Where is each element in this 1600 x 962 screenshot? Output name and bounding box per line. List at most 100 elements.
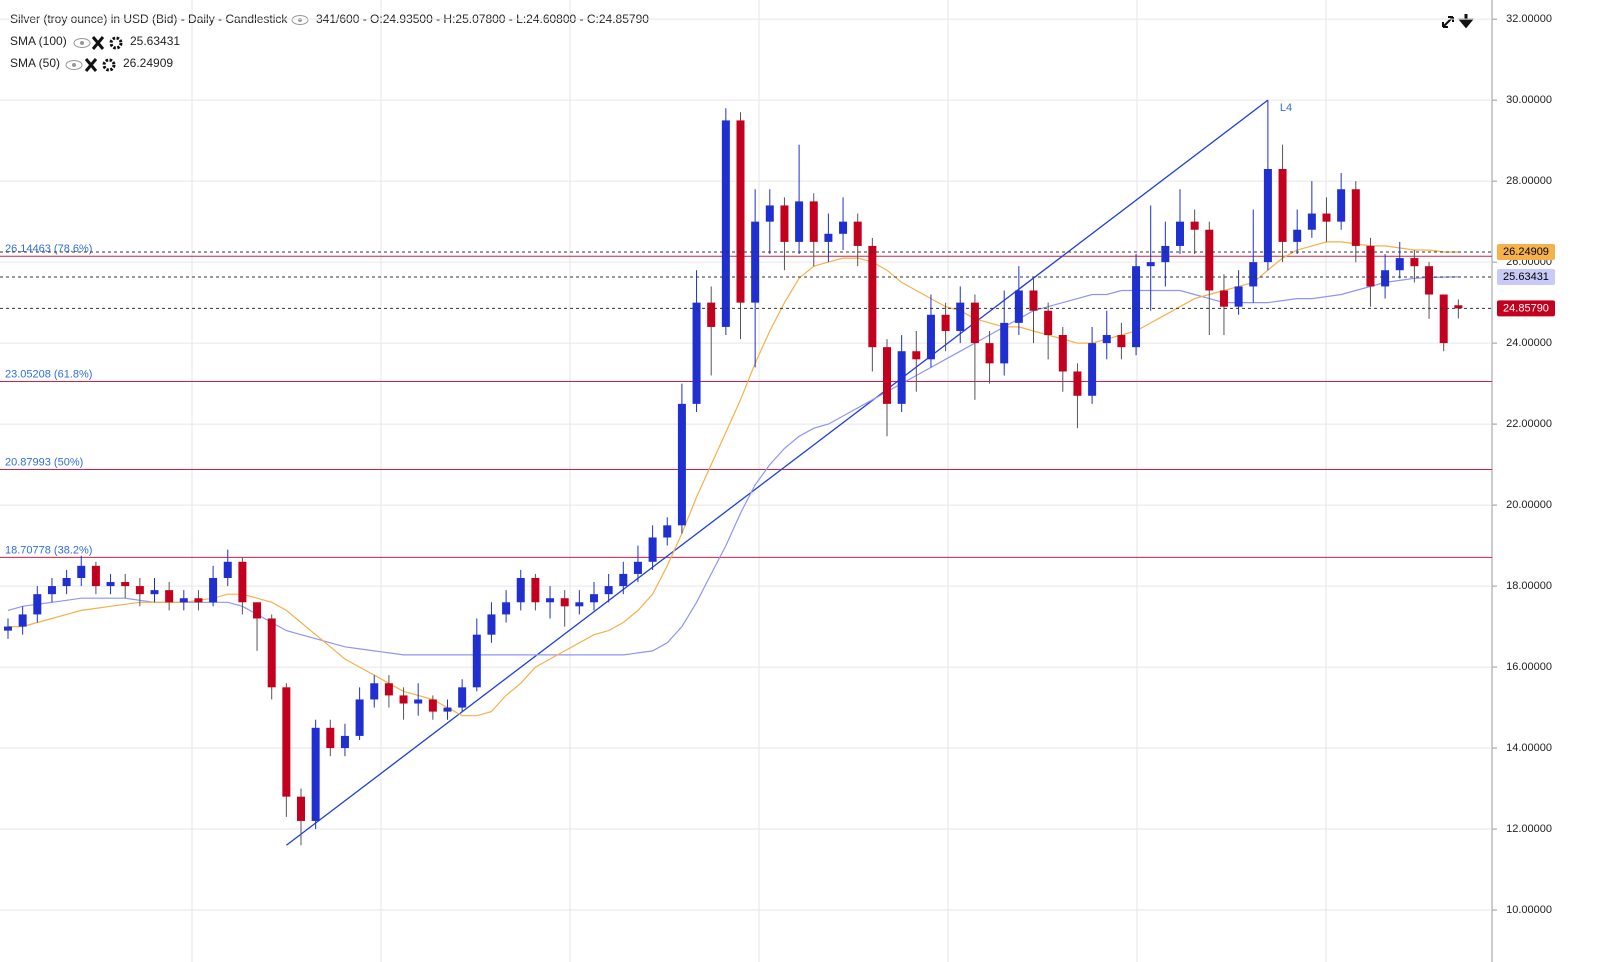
trendline bbox=[285, 99, 1269, 846]
candle-body bbox=[839, 221, 848, 234]
y-tick-label: 24.00000 bbox=[1506, 337, 1552, 349]
candle-body bbox=[47, 586, 56, 595]
candle-body bbox=[311, 727, 320, 821]
y-tick-label: 32.00000 bbox=[1506, 13, 1552, 25]
candle-body bbox=[751, 221, 760, 303]
candle-body bbox=[648, 537, 657, 562]
remove-icon[interactable] bbox=[91, 36, 105, 50]
candle-body bbox=[1381, 270, 1390, 287]
price-label: 24.85790 bbox=[1503, 302, 1549, 314]
candle-body bbox=[692, 302, 701, 404]
candle-body bbox=[326, 727, 335, 749]
legend-name: SMA (50) bbox=[10, 56, 60, 70]
candle-body bbox=[1102, 335, 1111, 344]
candle-body bbox=[970, 302, 979, 344]
candle-body bbox=[62, 577, 71, 587]
candle-body bbox=[883, 347, 891, 404]
price-box bbox=[1497, 244, 1555, 261]
download-icon[interactable] bbox=[1457, 14, 1475, 29]
price-label: 26.24909 bbox=[1503, 246, 1549, 258]
candle-body bbox=[1044, 310, 1053, 336]
legend-value: 25.63431 bbox=[130, 34, 180, 48]
expand-icon[interactable] bbox=[1442, 16, 1454, 28]
candle-body bbox=[1132, 266, 1141, 348]
candle-body bbox=[267, 618, 276, 688]
candle-body bbox=[487, 614, 496, 635]
settings-icon[interactable] bbox=[109, 36, 123, 50]
candle-body bbox=[77, 565, 86, 578]
price-label: 25.63431 bbox=[1503, 271, 1549, 283]
eye-icon[interactable] bbox=[65, 60, 83, 70]
candle-body bbox=[340, 735, 349, 749]
y-tick-label: 28.00000 bbox=[1506, 175, 1552, 187]
candle-body bbox=[853, 221, 862, 246]
sma-line bbox=[8, 241, 1459, 717]
candle-body bbox=[1425, 266, 1434, 295]
candle-body bbox=[1000, 322, 1009, 364]
candle-body bbox=[1205, 229, 1214, 291]
candle-body bbox=[1337, 189, 1346, 222]
fib-label: 18.70778 (38.2%) bbox=[5, 544, 92, 556]
candle-body bbox=[560, 598, 569, 607]
candle-body bbox=[472, 634, 481, 688]
candle-body bbox=[707, 302, 716, 327]
candle-body bbox=[1014, 290, 1023, 323]
candle-body bbox=[223, 561, 232, 578]
fib-label: 23.05208 (61.8%) bbox=[5, 368, 92, 380]
vertical-grid bbox=[191, 0, 1327, 962]
candle-body bbox=[150, 590, 159, 595]
candle-body bbox=[1117, 335, 1126, 348]
y-tick-label: 14.00000 bbox=[1506, 742, 1552, 754]
candle-body bbox=[458, 687, 467, 708]
candle-body bbox=[502, 602, 511, 615]
candle-body bbox=[1058, 335, 1067, 372]
candle-body bbox=[4, 626, 12, 631]
y-tick-label: 12.00000 bbox=[1506, 823, 1552, 835]
candle-body bbox=[1307, 213, 1316, 230]
candle-body bbox=[926, 314, 935, 360]
eye-icon[interactable] bbox=[73, 38, 91, 48]
candle-body bbox=[633, 561, 642, 574]
candle-body bbox=[1395, 258, 1404, 271]
candle-body bbox=[1234, 286, 1243, 307]
candle-body bbox=[941, 314, 950, 331]
candle-body bbox=[1146, 262, 1155, 267]
fib-label: 20.87993 (50%) bbox=[5, 456, 83, 468]
settings-icon[interactable] bbox=[102, 58, 116, 72]
candle-body bbox=[106, 582, 115, 587]
y-tick-label: 20.00000 bbox=[1506, 499, 1552, 511]
candle-body bbox=[780, 205, 789, 242]
candle-body bbox=[809, 201, 818, 242]
candle-body bbox=[209, 577, 218, 603]
candle-body bbox=[194, 598, 203, 603]
candle-body bbox=[985, 343, 994, 364]
candle-body bbox=[179, 598, 188, 603]
candle-body bbox=[121, 582, 130, 587]
candle-body bbox=[795, 201, 804, 242]
candle-body bbox=[1439, 294, 1448, 344]
candle-body bbox=[33, 594, 42, 615]
remove-icon[interactable] bbox=[84, 58, 98, 72]
candle-body bbox=[1351, 189, 1360, 246]
candle-body bbox=[531, 577, 540, 603]
candle-body bbox=[619, 573, 628, 587]
candle-body bbox=[604, 586, 613, 595]
candle-body bbox=[1278, 168, 1287, 242]
candle-body bbox=[384, 683, 393, 696]
y-tick-label: 16.00000 bbox=[1506, 661, 1552, 673]
candle-body bbox=[399, 695, 408, 704]
candle-body bbox=[428, 699, 437, 712]
candle-body bbox=[18, 614, 27, 627]
candle-body bbox=[1176, 221, 1184, 246]
candle-body bbox=[1366, 245, 1375, 287]
candle-body bbox=[443, 707, 452, 712]
y-tick-label: 10.00000 bbox=[1506, 904, 1552, 916]
candle-body bbox=[1249, 262, 1258, 287]
y-tick-label: 22.00000 bbox=[1506, 418, 1552, 430]
candle-body bbox=[1073, 371, 1082, 396]
candle-body bbox=[238, 561, 247, 603]
legend-value: 26.24909 bbox=[123, 56, 173, 70]
candle-body bbox=[1322, 213, 1331, 222]
candle-body bbox=[546, 598, 555, 603]
